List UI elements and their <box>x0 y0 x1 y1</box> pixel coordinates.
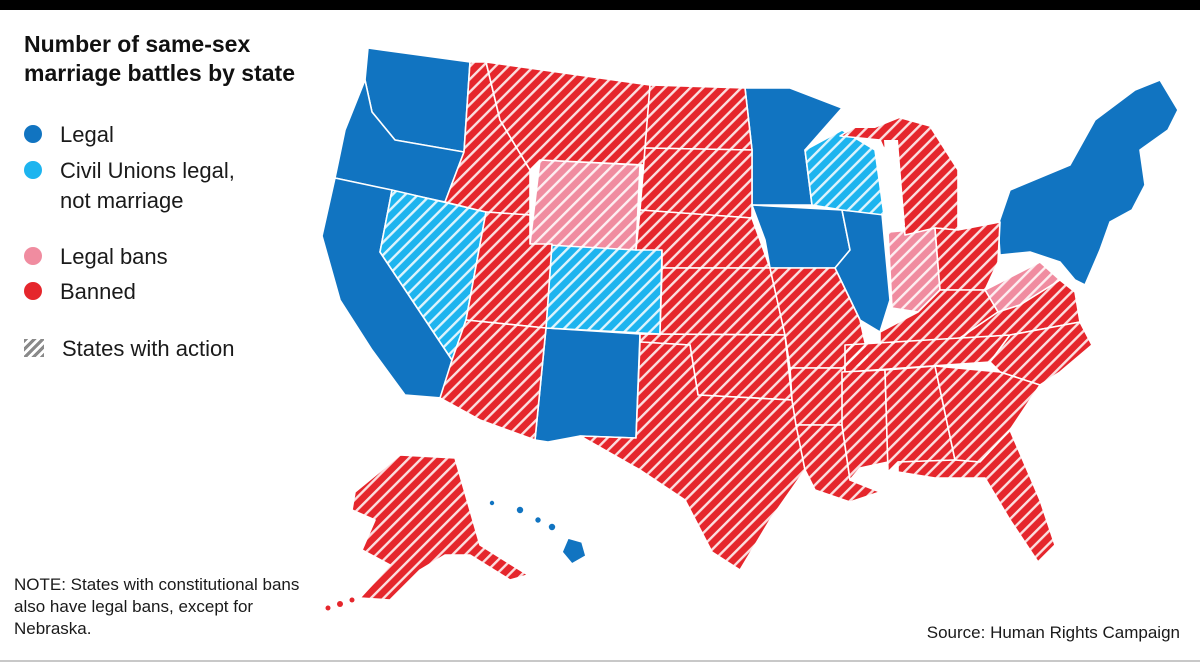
hatch-wisconsin <box>805 130 884 215</box>
alaska-islet-3 <box>349 597 355 603</box>
banned-swatch-icon <box>24 282 42 300</box>
legend-item-legal-bans: Legal bans <box>24 242 168 272</box>
state-hawaii-islet-3 <box>533 515 543 525</box>
hatch-kansas <box>660 268 785 335</box>
hatch-ohio <box>935 222 1000 290</box>
source-credit: Source: Human Rights Campaign <box>926 623 1180 642</box>
legend-item-action: States with action <box>24 334 234 364</box>
hatch-idaho <box>445 62 530 215</box>
hatch-alaska <box>352 455 528 600</box>
state-hawaii-islet-2 <box>515 505 525 515</box>
hatch-arizona <box>440 320 546 440</box>
hatch-wyoming <box>530 160 640 250</box>
hatch-virginia <box>960 280 1080 338</box>
legend-label-legal-bans: Legal bans <box>60 244 168 269</box>
hatch-nebraska <box>636 210 770 268</box>
lake-michigan <box>884 140 905 228</box>
legend-item-banned: Banned <box>24 277 136 307</box>
state-hawaii-islet-4 <box>547 522 557 532</box>
lake-superior <box>842 108 905 128</box>
legend-label-banned: Banned <box>60 279 136 304</box>
hatch-texas <box>580 342 805 570</box>
civil-unions-swatch-icon <box>24 161 42 179</box>
hatch-swatch-icon <box>24 339 44 357</box>
alaska-islet-1 <box>337 601 343 607</box>
hatch-north-dakota <box>645 85 752 150</box>
legal-bans-swatch-icon <box>24 247 42 265</box>
hatch-montana <box>486 62 650 170</box>
hatch-alabama <box>885 366 955 472</box>
hatch-arkansas <box>790 368 845 425</box>
hatch-mississippi <box>842 370 888 480</box>
state-new-mexico <box>534 327 641 443</box>
map-title: Number of same-sex marriage battles by s… <box>24 31 296 86</box>
alaska-islands <box>325 597 355 611</box>
hatch-missouri <box>770 268 870 368</box>
hatch-indiana <box>888 228 940 312</box>
hatch-louisiana <box>796 425 880 502</box>
hatch-florida <box>898 430 1055 562</box>
hatch-oklahoma <box>640 334 792 400</box>
hatch-kentucky <box>880 290 998 345</box>
bottom-rule <box>0 660 1200 662</box>
hatch-west-virginia <box>985 262 1060 312</box>
footnote: NOTE: States with constitutional bans al… <box>14 575 300 638</box>
hatch-utah <box>466 212 552 328</box>
hatch-north-carolina <box>990 322 1092 385</box>
state-illinois <box>834 209 891 333</box>
hatch-colorado <box>546 244 662 334</box>
state-hawaii-islet-1 <box>488 499 496 507</box>
hatch-georgia-south-carolina <box>935 366 1040 462</box>
alaska-islet-2 <box>325 605 331 611</box>
hatch-tennessee <box>845 335 1010 372</box>
hatch-south-dakota <box>640 148 752 218</box>
legend-item-legal: Legal <box>24 120 114 150</box>
hatch-nevada <box>380 190 486 360</box>
state-northeast <box>997 79 1179 286</box>
legend-label-action: States with action <box>62 336 235 361</box>
legend-label-legal: Legal <box>60 122 114 147</box>
legal-swatch-icon <box>24 125 42 143</box>
legend-item-civil-unions: Civil Unions legal, not marriage <box>24 156 270 216</box>
legend-label-civil-unions: Civil Unions legal, not marriage <box>60 158 235 213</box>
state-hawaii-big-island <box>561 537 587 565</box>
great-lakes <box>842 108 905 228</box>
action-hatching <box>352 62 1092 600</box>
top-bar <box>0 0 1200 10</box>
